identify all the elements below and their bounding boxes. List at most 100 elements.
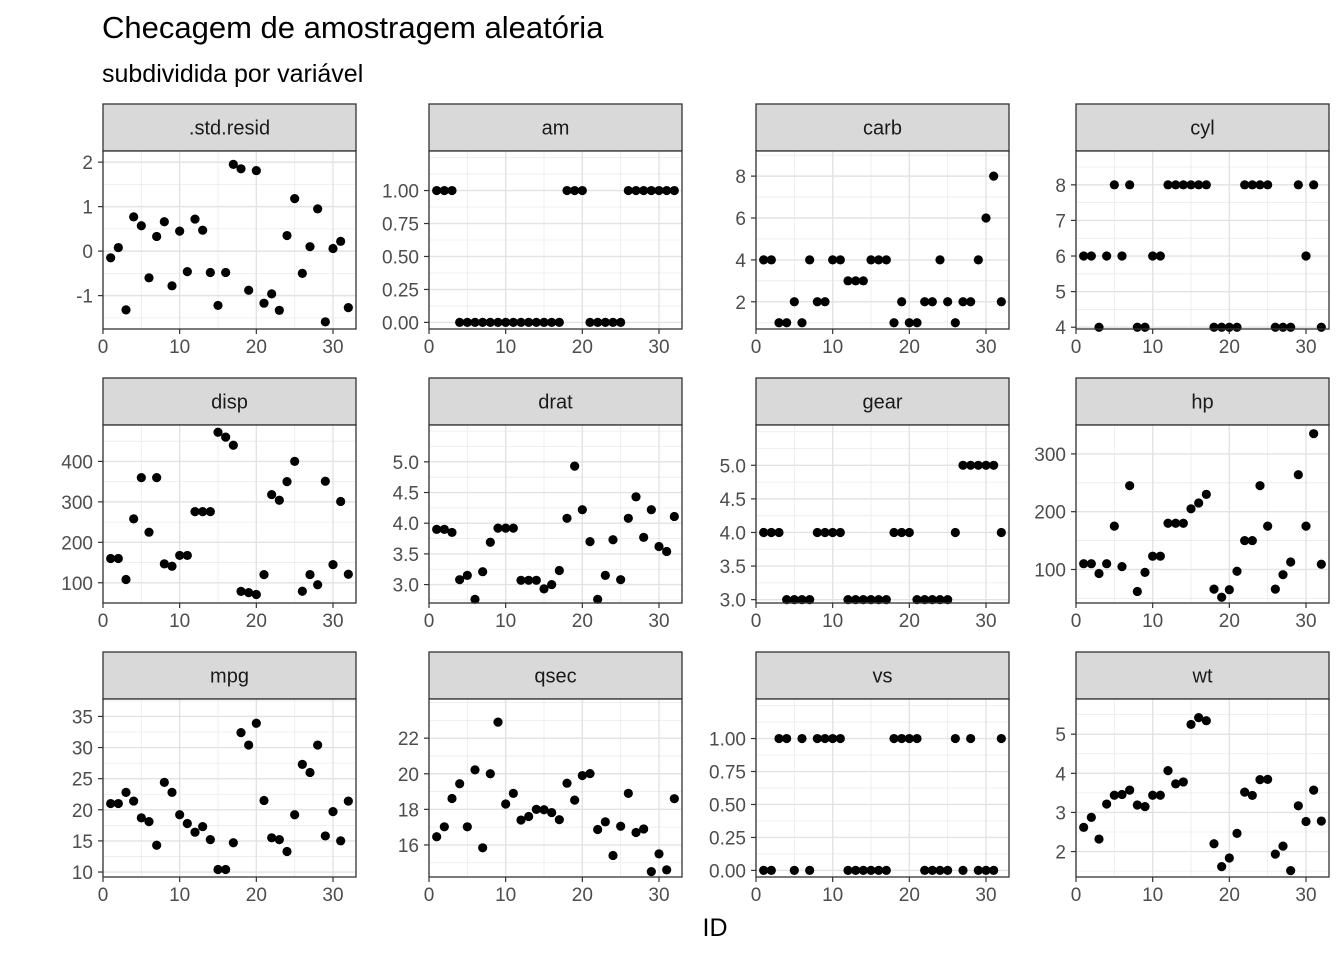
data-point xyxy=(267,833,277,843)
facet-strip xyxy=(755,651,1010,700)
data-point xyxy=(320,317,330,327)
y-tick-label: 1 xyxy=(82,198,93,219)
data-point xyxy=(455,779,465,789)
data-point xyxy=(1293,470,1303,480)
data-point xyxy=(881,595,891,605)
facet-strip xyxy=(428,377,683,426)
data-point xyxy=(789,595,799,605)
x-tick-label: 30 xyxy=(1295,885,1316,906)
y-tick-label: 7 xyxy=(1055,211,1066,232)
data-point xyxy=(912,318,922,328)
data-point xyxy=(106,553,116,564)
y-tick-label: 4.0 xyxy=(393,514,419,535)
x-tick-label: 30 xyxy=(648,885,669,906)
data-point xyxy=(524,811,534,822)
data-point xyxy=(1201,716,1211,726)
data-point xyxy=(1155,790,1165,800)
data-point xyxy=(267,489,277,500)
x-tick-label: 0 xyxy=(1071,885,1082,906)
y-tick-label: 0 xyxy=(82,242,93,263)
data-point xyxy=(167,281,177,291)
data-point xyxy=(889,733,899,744)
data-point xyxy=(935,865,945,876)
data-point xyxy=(251,165,261,176)
data-point xyxy=(1255,774,1265,785)
data-point xyxy=(766,255,776,265)
data-point xyxy=(198,821,208,832)
data-point xyxy=(600,570,610,580)
data-point xyxy=(654,541,664,552)
facet-strip-label: gear xyxy=(862,392,902,414)
data-point xyxy=(343,303,353,313)
data-point xyxy=(623,513,633,523)
panel-qsec: qsec 0 10 20 30 16 18 20 22 xyxy=(398,651,683,906)
data-point xyxy=(920,865,930,876)
data-point xyxy=(1125,180,1135,190)
data-point xyxy=(1163,518,1173,528)
data-point xyxy=(889,318,899,328)
data-point xyxy=(973,865,983,876)
y-tick-label: 4 xyxy=(1055,318,1066,339)
data-point xyxy=(1293,180,1303,190)
data-point xyxy=(547,807,557,818)
x-tick-label: 30 xyxy=(1295,611,1316,632)
data-point xyxy=(1094,568,1104,579)
data-point xyxy=(1247,535,1257,546)
panel-border xyxy=(428,698,683,878)
data-point xyxy=(144,527,154,537)
y-tick-label: 15 xyxy=(72,832,93,853)
data-point xyxy=(897,733,907,744)
data-point xyxy=(920,595,930,605)
y-tick-label: 400 xyxy=(61,452,93,473)
data-point xyxy=(455,575,465,585)
panel-border xyxy=(755,698,1010,878)
data-point xyxy=(182,550,192,561)
data-point xyxy=(305,242,315,252)
x-tick-label: 0 xyxy=(751,885,762,906)
data-point xyxy=(966,460,976,470)
data-point xyxy=(336,236,346,246)
y-tick-label: 4.5 xyxy=(720,490,746,511)
data-point xyxy=(1109,180,1119,190)
x-tick-label: 0 xyxy=(424,611,435,632)
panel-background xyxy=(429,699,682,877)
data-point xyxy=(213,300,223,311)
data-point xyxy=(470,765,480,775)
data-point xyxy=(789,865,799,876)
x-tick-label: 20 xyxy=(1219,337,1240,358)
data-point xyxy=(828,733,838,744)
data-point xyxy=(516,815,526,825)
data-point xyxy=(646,867,656,877)
data-point xyxy=(1270,849,1280,859)
data-point xyxy=(236,586,246,596)
data-point xyxy=(966,297,976,307)
x-tick-label: 10 xyxy=(822,885,843,906)
data-point xyxy=(912,733,922,744)
data-point xyxy=(175,226,185,236)
data-point xyxy=(501,317,511,328)
data-point xyxy=(554,815,564,825)
data-point xyxy=(244,588,254,598)
data-point xyxy=(290,810,300,820)
data-point xyxy=(1247,790,1257,801)
data-point xyxy=(927,595,937,605)
data-point xyxy=(958,460,968,470)
y-tick-label: 0.50 xyxy=(382,247,419,268)
data-point xyxy=(562,778,572,788)
data-point xyxy=(121,305,131,315)
data-point xyxy=(274,835,284,845)
data-point xyxy=(654,849,664,859)
panel-border xyxy=(428,150,683,330)
data-point xyxy=(129,514,139,524)
data-point xyxy=(221,432,231,442)
data-point xyxy=(570,461,580,471)
data-point xyxy=(198,507,208,517)
y-tick-label: 20 xyxy=(398,765,419,786)
x-tick-label: 10 xyxy=(822,611,843,632)
data-point xyxy=(1240,535,1250,546)
y-tick-label: 1.00 xyxy=(709,730,746,751)
data-point xyxy=(866,255,876,265)
x-tick-label: 10 xyxy=(1142,337,1163,358)
data-point xyxy=(1263,774,1273,784)
